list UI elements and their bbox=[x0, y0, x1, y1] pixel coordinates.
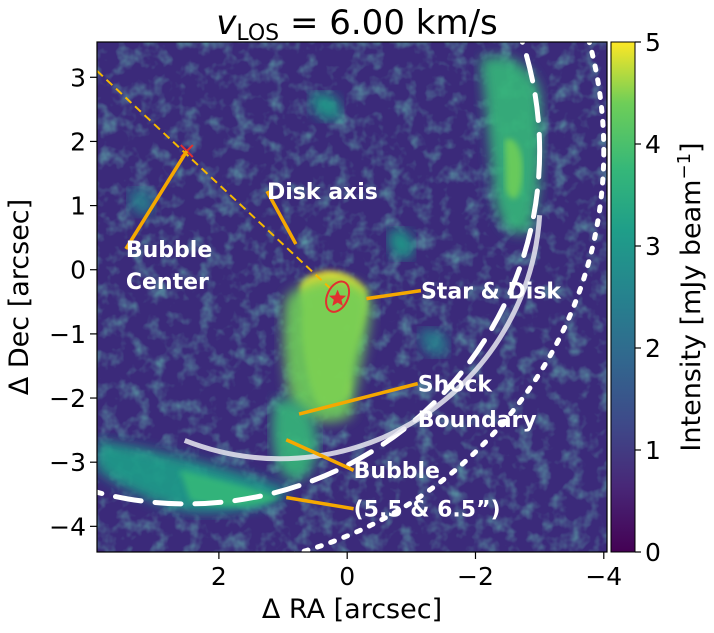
x-axis-label: Δ RA [arcsec] bbox=[262, 594, 442, 625]
colorbar-tick-label: 0 bbox=[645, 538, 661, 567]
y-tick-label: −4 bbox=[49, 512, 86, 541]
shock-boundary-arc bbox=[183, 215, 543, 462]
plot-frame bbox=[96, 41, 608, 553]
x-axis: 2 0 −2 −4 bbox=[211, 552, 622, 591]
x-tick-label: 2 bbox=[211, 562, 227, 591]
overlays bbox=[97, 42, 607, 552]
annotation-pointer bbox=[298, 381, 419, 416]
y-tick-label: 1 bbox=[70, 192, 86, 221]
emission-blob bbox=[310, 92, 341, 121]
disk-ellipse bbox=[325, 280, 351, 313]
emission-blob bbox=[128, 189, 154, 216]
x-tick-label: 0 bbox=[339, 562, 355, 591]
annotation-pointer bbox=[285, 495, 354, 511]
y-tick-label: 2 bbox=[70, 127, 86, 156]
colorbar-tick-label: 4 bbox=[645, 130, 661, 159]
emission-blob bbox=[419, 329, 449, 357]
y-tick-label: −1 bbox=[49, 320, 86, 349]
colorbar-tick-label: 2 bbox=[645, 334, 661, 363]
x-tick-label: −4 bbox=[585, 562, 622, 591]
annotation-pointer bbox=[124, 150, 189, 250]
annotation-label: Star & Disk bbox=[421, 280, 562, 305]
y-axis-label: Δ Dec [arcsec] bbox=[4, 199, 35, 395]
annotation-pointer bbox=[285, 438, 355, 472]
emission-features bbox=[97, 56, 542, 513]
annotation-label: (5.5 & 6.5”) bbox=[354, 498, 501, 523]
annotation-label: Center bbox=[126, 270, 209, 295]
x-tick-label: −2 bbox=[457, 562, 494, 591]
y-axis: 3 2 1 0 −1 −2 −3 −4 bbox=[49, 63, 97, 541]
annotation-label: Bubble bbox=[354, 459, 440, 484]
emission-blob bbox=[283, 279, 372, 423]
colorbar-tick-label: 3 bbox=[645, 232, 661, 261]
y-tick-label: −3 bbox=[49, 448, 86, 477]
y-tick-label: 3 bbox=[70, 63, 86, 92]
annotations: Disk axis Bubble Center Star & Disk Shock Bou… bbox=[124, 150, 562, 523]
colorbar-label: Intensity [mJy beam−1] bbox=[674, 142, 707, 451]
bubble-arc-outer bbox=[291, 42, 607, 552]
colorbar bbox=[610, 41, 636, 553]
annotation-label: Shock bbox=[418, 373, 494, 398]
colorbar-tick-label: 5 bbox=[645, 28, 661, 57]
bubble-arc-inner bbox=[97, 42, 543, 507]
y-tick-label: −2 bbox=[49, 384, 86, 413]
annotation-pointer bbox=[265, 190, 298, 245]
emission-blob bbox=[388, 229, 414, 259]
y-tick-label: 0 bbox=[70, 256, 86, 285]
disk-axis-line bbox=[97, 70, 336, 293]
emission-blob bbox=[505, 139, 523, 199]
chart-title: vLOS = 6.00 km/s bbox=[216, 3, 497, 46]
annotation-label: Boundary bbox=[418, 408, 537, 433]
annotation-label: Bubble bbox=[126, 238, 212, 263]
annotation-pointer bbox=[366, 288, 422, 301]
plot-area bbox=[97, 42, 607, 552]
annotation-label: Disk axis bbox=[267, 180, 378, 205]
colorbar-ticks: 0 1 2 3 4 5 bbox=[635, 28, 661, 567]
star-marker bbox=[329, 289, 347, 306]
colorbar-tick-label: 1 bbox=[645, 436, 661, 465]
